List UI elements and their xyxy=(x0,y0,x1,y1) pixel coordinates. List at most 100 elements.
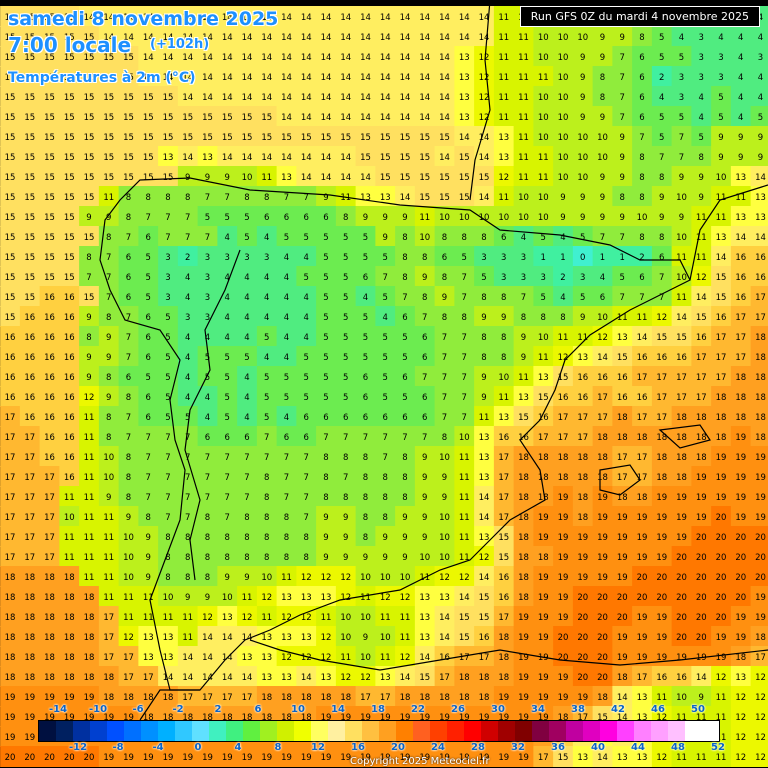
temperature-cell xyxy=(711,246,732,267)
temperature-value: 18 xyxy=(577,453,588,463)
legend-swatch xyxy=(634,721,651,741)
temperature-value: 7 xyxy=(225,513,230,523)
temperature-value: 5 xyxy=(718,113,723,123)
temperature-value: 19 xyxy=(558,673,569,683)
temperature-value: 12 xyxy=(755,733,766,743)
temperature-value: 8 xyxy=(343,213,348,223)
temperature-value: 10 xyxy=(577,153,588,163)
temperature-value: 8 xyxy=(126,453,131,463)
temperature-value: 12 xyxy=(380,593,391,603)
temperature-cell xyxy=(118,386,140,407)
temperature-value: 16 xyxy=(24,373,35,383)
temperature-value: 19 xyxy=(755,513,766,523)
temperature-cell xyxy=(434,466,456,487)
temperature-value: 10 xyxy=(360,573,371,583)
temperature-cell xyxy=(553,406,574,427)
temperature-value: 10 xyxy=(676,233,687,243)
temperature-value: 13 xyxy=(163,153,174,163)
temperature-value: 4 xyxy=(304,293,309,303)
temperature-cell xyxy=(39,386,61,407)
legend-swatch xyxy=(175,721,192,741)
temperature-cell xyxy=(59,146,81,167)
temperature-value: 5 xyxy=(264,333,269,343)
temperature-value: 19 xyxy=(24,733,35,743)
temperature-value: 5 xyxy=(165,333,170,343)
temperature-value: 7 xyxy=(146,433,151,443)
temperature-value: 9 xyxy=(560,193,565,203)
temperature-cell xyxy=(414,466,436,487)
temperature-cell xyxy=(355,466,377,487)
temperature-value: 10 xyxy=(538,193,549,203)
temperature-cell xyxy=(711,466,732,487)
temperature-cell xyxy=(98,386,120,407)
temperature-value: 17 xyxy=(637,373,648,383)
temperature-cell xyxy=(59,246,81,267)
temperature-cell xyxy=(237,166,258,187)
temperature-value: 15 xyxy=(5,133,16,143)
temperature-value: 19 xyxy=(637,553,648,563)
temperature-value: 15 xyxy=(143,133,154,143)
temperature-cell xyxy=(217,226,239,247)
temperature-cell xyxy=(592,46,614,67)
legend-label-bottom: -4 xyxy=(152,742,164,753)
temperature-cell xyxy=(335,206,357,227)
temperature-cell xyxy=(572,406,594,427)
temperature-cell xyxy=(19,66,41,87)
temperature-value: 20 xyxy=(597,593,608,603)
temperature-value: 15 xyxy=(44,173,55,183)
temperature-value: 14 xyxy=(340,73,351,83)
temperature-value: 5 xyxy=(402,393,407,403)
temperature-cell xyxy=(414,266,436,287)
temperature-cell xyxy=(533,306,555,327)
temperature-value: 5 xyxy=(264,373,269,383)
temperature-cell xyxy=(177,326,199,347)
temperature-value: 14 xyxy=(400,673,411,683)
temperature-value: 4 xyxy=(284,313,289,323)
temperature-value: 14 xyxy=(419,653,430,663)
temperature-value: 5 xyxy=(659,133,664,143)
temperature-cell xyxy=(98,126,120,147)
temperature-value: 5 xyxy=(402,333,407,343)
temperature-value: 18 xyxy=(24,593,35,603)
temperature-cell xyxy=(276,6,298,27)
temperature-value: 7 xyxy=(205,193,210,203)
temperature-value: 16 xyxy=(64,293,75,303)
temperature-value: 19 xyxy=(597,513,608,523)
temperature-cell xyxy=(533,446,555,467)
temperature-value: 11 xyxy=(498,13,509,23)
temperature-value: 19 xyxy=(597,573,608,583)
temperature-value: 18 xyxy=(696,453,707,463)
temperature-cell xyxy=(434,386,456,407)
temperature-cell xyxy=(19,26,41,47)
temperature-value: 14 xyxy=(222,93,233,103)
temperature-value: 8 xyxy=(363,473,368,483)
temperature-value: 19 xyxy=(676,533,687,543)
temperature-cell xyxy=(355,366,377,387)
temperature-value: 7 xyxy=(521,293,526,303)
temperature-cell xyxy=(0,366,21,387)
temperature-value: 14 xyxy=(380,33,391,43)
temperature-cell xyxy=(118,266,140,287)
temperature-value: 16 xyxy=(696,333,707,343)
temperature-value: 6 xyxy=(146,413,151,423)
temperature-cell xyxy=(256,246,278,267)
legend-swatch xyxy=(583,721,600,741)
temperature-cell xyxy=(335,46,357,67)
temperature-cell xyxy=(474,266,495,287)
temperature-value: 14 xyxy=(340,113,351,123)
temperature-value: 16 xyxy=(617,393,628,403)
temperature-value: 9 xyxy=(402,533,407,543)
temperature-cell xyxy=(612,406,634,427)
temperature-cell xyxy=(750,246,768,267)
temperature-value: 5 xyxy=(758,113,763,123)
temperature-cell xyxy=(177,426,199,447)
temperature-value: 12 xyxy=(340,573,351,583)
temperature-value: 12 xyxy=(360,673,371,683)
temperature-value: 18 xyxy=(518,533,529,543)
temperature-value: 11 xyxy=(498,193,509,203)
temperature-cell xyxy=(335,246,357,267)
temperature-value: 7 xyxy=(462,333,467,343)
temperature-cell xyxy=(237,466,258,487)
temperature-value: 11 xyxy=(558,333,569,343)
temperature-cell xyxy=(711,126,732,147)
